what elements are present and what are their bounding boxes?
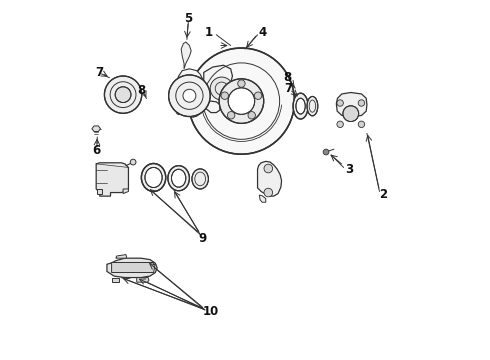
Text: 1: 1 — [205, 27, 213, 40]
Circle shape — [210, 77, 233, 100]
Polygon shape — [259, 195, 266, 202]
Circle shape — [358, 100, 365, 106]
Circle shape — [130, 159, 136, 165]
Polygon shape — [96, 163, 128, 196]
Polygon shape — [175, 103, 180, 115]
Text: 9: 9 — [198, 231, 207, 244]
Circle shape — [183, 89, 196, 102]
Text: 6: 6 — [93, 144, 100, 157]
Circle shape — [323, 149, 329, 155]
Polygon shape — [337, 93, 367, 117]
Ellipse shape — [296, 98, 305, 114]
Circle shape — [227, 112, 235, 119]
Text: 8: 8 — [138, 84, 146, 97]
Polygon shape — [258, 161, 282, 196]
Circle shape — [219, 79, 264, 123]
Text: 3: 3 — [345, 163, 353, 176]
Circle shape — [264, 164, 272, 173]
Ellipse shape — [172, 169, 186, 187]
Polygon shape — [181, 42, 191, 69]
Ellipse shape — [141, 163, 166, 192]
Circle shape — [358, 121, 365, 127]
Ellipse shape — [307, 96, 318, 116]
Polygon shape — [116, 255, 126, 258]
Text: 7: 7 — [95, 66, 103, 79]
Text: 4: 4 — [259, 26, 267, 39]
Polygon shape — [112, 278, 119, 282]
Circle shape — [264, 188, 272, 197]
Ellipse shape — [293, 93, 308, 119]
Polygon shape — [123, 189, 128, 194]
Circle shape — [188, 48, 294, 154]
Ellipse shape — [145, 167, 162, 188]
Circle shape — [337, 121, 343, 127]
Polygon shape — [107, 258, 157, 278]
Circle shape — [104, 76, 142, 113]
Circle shape — [169, 75, 210, 117]
Polygon shape — [137, 278, 149, 282]
Circle shape — [343, 106, 359, 122]
Circle shape — [248, 112, 255, 119]
Text: 7: 7 — [285, 82, 293, 95]
Circle shape — [221, 92, 228, 99]
Ellipse shape — [192, 169, 208, 189]
Text: 5: 5 — [184, 12, 193, 25]
Circle shape — [337, 100, 343, 106]
Circle shape — [228, 88, 255, 114]
Polygon shape — [203, 65, 232, 113]
Ellipse shape — [168, 166, 190, 191]
Polygon shape — [175, 69, 205, 117]
Circle shape — [238, 80, 245, 87]
Polygon shape — [92, 126, 100, 131]
Polygon shape — [97, 189, 101, 194]
Polygon shape — [112, 262, 155, 273]
Circle shape — [115, 87, 131, 103]
Text: 10: 10 — [203, 306, 219, 319]
Text: 2: 2 — [379, 188, 387, 201]
Text: 8: 8 — [283, 71, 292, 84]
Circle shape — [254, 92, 262, 99]
